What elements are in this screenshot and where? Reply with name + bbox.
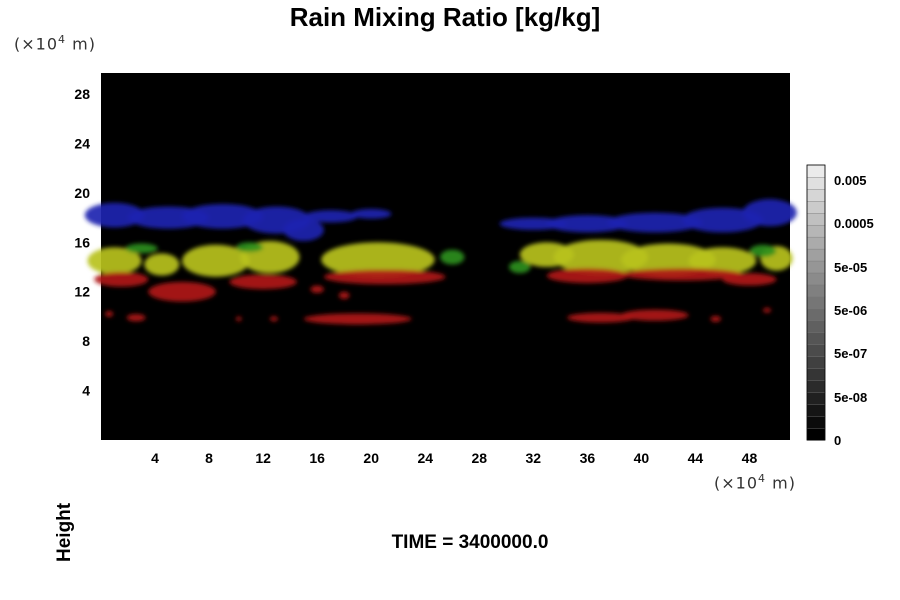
- data-region-3-blob-8: [722, 273, 777, 286]
- data-region-3-blob-9: [303, 313, 412, 325]
- data-region-3-blob-1: [148, 281, 216, 302]
- colorbar-swatch: [806, 212, 826, 226]
- x-tick-label: 44: [688, 450, 704, 466]
- data-region-1-blob-1: [144, 253, 180, 276]
- colorbar-swatch: [806, 368, 826, 381]
- data-region-0-blob-2: [182, 203, 264, 229]
- colorbar-swatch: [806, 320, 826, 333]
- y-tick-label: 8: [82, 333, 90, 349]
- y-tick-label: 28: [74, 86, 90, 102]
- x-tick-label: 8: [205, 450, 213, 466]
- data-region-0-blob-4: [283, 218, 324, 242]
- data-region-3-blob-15: [269, 316, 278, 322]
- data-region-3-blob-17: [762, 307, 772, 313]
- data-region-2-blob-3: [508, 260, 531, 274]
- y-tick-label: 4: [82, 383, 90, 399]
- x-tick-label: 40: [634, 450, 650, 466]
- colorbar-frame: [806, 164, 826, 441]
- colorbar-swatch: [806, 380, 826, 393]
- colorbar-swatch: [806, 427, 826, 441]
- colorbar-swatch: [806, 284, 826, 298]
- colorbar-tick-label: 0.0005: [834, 216, 874, 231]
- colorbar-swatch: [806, 248, 826, 262]
- data-region-0-blob-5: [303, 210, 358, 223]
- x-tick-label: 36: [580, 450, 596, 466]
- colorbar-swatch: [806, 224, 826, 238]
- data-region-3-blob-12: [105, 310, 114, 318]
- data-region-1-blob-2: [182, 244, 250, 277]
- colorbar-swatch: [806, 176, 826, 190]
- colorbar-swatch: [806, 236, 826, 250]
- data-region-0-blob-8: [546, 215, 628, 233]
- data-region-2-blob-2: [440, 249, 465, 265]
- data-region-0-blob-9: [607, 212, 703, 233]
- chart-title: Rain Mixing Ratio [kg/kg]: [289, 2, 601, 32]
- data-region-3-blob-4: [338, 291, 350, 300]
- data-region-3-blob-0: [94, 271, 149, 287]
- data-region-1-blob-0: [87, 247, 142, 275]
- y-axis-unit: (×104 m): [14, 33, 96, 54]
- colorbar-swatch: [806, 391, 826, 405]
- colorbar-swatch: [806, 344, 826, 357]
- data-region-3-blob-6: [546, 268, 628, 284]
- colorbar-tick-label: 5e-08: [834, 390, 867, 405]
- data-region-1-blob-8: [688, 247, 757, 275]
- x-tick-label: 12: [255, 450, 271, 466]
- y-tick-label: 20: [74, 185, 90, 201]
- data-region-3-blob-10: [567, 312, 635, 323]
- colorbar-tick-label: 0.005: [834, 173, 867, 188]
- data-region-0-blob-11: [742, 199, 797, 227]
- data-region-1-blob-7: [621, 243, 716, 276]
- colorbar-tick-label: 5e-07: [834, 346, 867, 361]
- colorbar-tick-label: 5e-05: [834, 260, 867, 275]
- colorbar-swatch: [806, 308, 826, 322]
- colorbar-swatch: [806, 200, 826, 214]
- x-tick-label: 20: [363, 450, 379, 466]
- x-tick-label: 4: [151, 450, 159, 466]
- colorbar-tick-label: 0: [834, 433, 841, 448]
- x-axis-unit: (×104 m): [714, 472, 796, 493]
- colorbar-swatch: [806, 188, 826, 202]
- x-tick-label: 32: [526, 450, 542, 466]
- x-tick-label: 24: [417, 450, 433, 466]
- y-tick-label: 12: [74, 284, 90, 300]
- x-tick-label: 48: [742, 450, 758, 466]
- data-region-3-blob-7: [621, 268, 743, 281]
- colorbar-swatch: [806, 403, 826, 417]
- colorbar-swatch: [806, 356, 826, 369]
- data-region-0-blob-0: [84, 202, 145, 228]
- colorbar-swatch: [806, 296, 826, 310]
- data-region-1-blob-4: [321, 242, 435, 277]
- colorbar-swatch: [806, 415, 826, 429]
- time-label: TIME = 3400000.0: [391, 532, 549, 553]
- data-region-3-blob-3: [323, 269, 446, 285]
- data-region-3-blob-11: [621, 309, 689, 321]
- data-region-0-blob-10: [681, 207, 763, 233]
- colorbar-tick-label: 5e-06: [834, 303, 867, 318]
- colorbar-swatch: [806, 332, 826, 345]
- data-region-3-blob-5: [310, 285, 324, 293]
- data-region-3-blob-14: [236, 316, 242, 322]
- data-region-2-blob-0: [125, 243, 158, 254]
- colorbar-swatch: [806, 260, 826, 274]
- y-tick-label: 24: [74, 135, 90, 151]
- colorbar-swatch: [806, 272, 826, 286]
- data-region-3-blob-16: [710, 315, 722, 322]
- data-region-3-blob-2: [229, 274, 297, 290]
- y-tick-label: 16: [74, 234, 90, 250]
- colorbar-swatch: [806, 164, 826, 178]
- data-region-1-blob-6: [553, 239, 649, 275]
- x-tick-label: 16: [309, 450, 325, 466]
- data-region-2-blob-1: [236, 242, 264, 253]
- data-region-0-blob-6: [350, 208, 392, 219]
- x-tick-label: 28: [471, 450, 487, 466]
- data-region-3-blob-13: [126, 313, 146, 322]
- data-region-2-blob-4: [749, 244, 777, 258]
